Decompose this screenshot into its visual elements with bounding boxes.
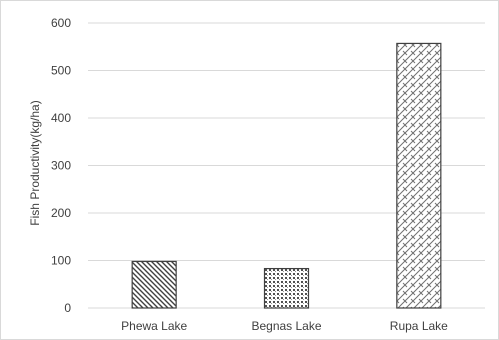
x-tick-label: Rupa Lake (390, 319, 448, 333)
y-tick-label: 400 (51, 111, 71, 125)
y-axis-label: Fish Productivity(kg/ha) (28, 100, 42, 225)
gridlines (88, 22, 485, 309)
bar-rupa-lake (396, 42, 442, 309)
bars (131, 42, 442, 309)
y-tick-label: 500 (51, 64, 71, 78)
x-tick-labels: Phewa Lake Begnas Lake Rupa Lake (121, 319, 448, 333)
y-tick-labels: 0 100 200 300 400 500 600 (51, 16, 71, 315)
bar-phewa-lake (131, 260, 177, 309)
y-tick-label: 0 (64, 301, 71, 315)
bar-begnas-lake (263, 267, 310, 309)
y-tick-label: 100 (51, 254, 71, 268)
y-tick-label: 200 (51, 206, 71, 220)
y-tick-label: 300 (51, 159, 71, 173)
y-tick-label: 600 (51, 16, 71, 30)
x-tick-label: Phewa Lake (121, 319, 187, 333)
x-tick-label: Begnas Lake (251, 319, 321, 333)
